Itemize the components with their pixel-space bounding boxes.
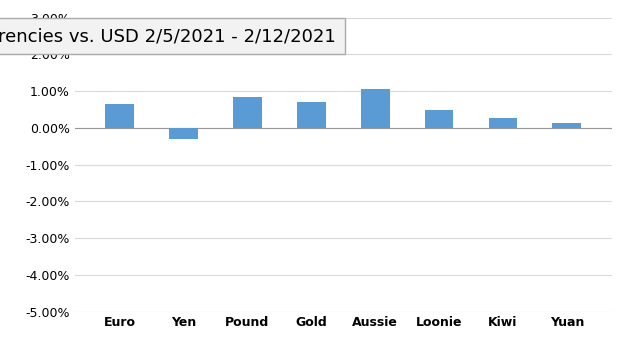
Bar <box>297 102 326 128</box>
Bar <box>361 89 389 128</box>
Bar <box>552 124 581 128</box>
Bar <box>233 97 261 128</box>
Bar <box>169 128 198 139</box>
Bar <box>489 118 517 128</box>
Bar <box>425 109 454 128</box>
Bar <box>105 104 134 128</box>
Text: Currencies vs. USD 2/5/2021 - 2/12/2021: Currencies vs. USD 2/5/2021 - 2/12/2021 <box>0 27 336 45</box>
